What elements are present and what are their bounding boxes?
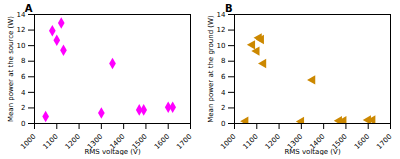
svg-text:1300: 1300 <box>86 132 105 151</box>
svg-text:6: 6 <box>221 73 226 81</box>
svg-text:A: A <box>25 3 33 14</box>
svg-text:1100: 1100 <box>242 133 260 151</box>
svg-text:10: 10 <box>217 42 226 50</box>
svg-text:RMS voltage (V): RMS voltage (V) <box>284 148 340 156</box>
svg-text:1600: 1600 <box>353 133 371 151</box>
svg-text:1000: 1000 <box>219 133 237 151</box>
svg-text:1700: 1700 <box>375 133 393 151</box>
svg-text:1500: 1500 <box>330 132 349 151</box>
svg-text:RMS voltage (V): RMS voltage (V) <box>84 148 140 156</box>
svg-text:1200: 1200 <box>264 133 282 151</box>
svg-text:0: 0 <box>221 120 225 128</box>
svg-text:1300: 1300 <box>286 132 305 151</box>
svg-text:1500: 1500 <box>130 132 149 151</box>
svg-text:1600: 1600 <box>153 133 171 151</box>
svg-text:B: B <box>225 3 233 14</box>
svg-text:12: 12 <box>217 26 226 34</box>
svg-text:14: 14 <box>16 10 26 19</box>
svg-text:0: 0 <box>21 120 25 128</box>
svg-text:1400: 1400 <box>108 132 127 151</box>
svg-text:12: 12 <box>17 26 26 34</box>
svg-text:8: 8 <box>21 57 25 65</box>
svg-text:14: 14 <box>216 10 226 19</box>
svg-text:8: 8 <box>221 57 225 65</box>
svg-text:Mean power at the source (W): Mean power at the source (W) <box>7 16 15 122</box>
svg-text:2: 2 <box>21 104 25 112</box>
svg-text:4: 4 <box>221 89 226 97</box>
svg-text:1100: 1100 <box>42 133 60 151</box>
svg-text:6: 6 <box>21 73 26 81</box>
svg-text:1400: 1400 <box>308 132 327 151</box>
svg-text:1000: 1000 <box>19 133 37 151</box>
svg-text:1200: 1200 <box>64 133 82 151</box>
svg-text:2: 2 <box>221 104 225 112</box>
svg-text:1700: 1700 <box>175 133 193 151</box>
svg-text:Mean power at the ground (W): Mean power at the ground (W) <box>207 15 215 123</box>
svg-text:4: 4 <box>21 89 26 97</box>
svg-text:10: 10 <box>17 42 26 50</box>
